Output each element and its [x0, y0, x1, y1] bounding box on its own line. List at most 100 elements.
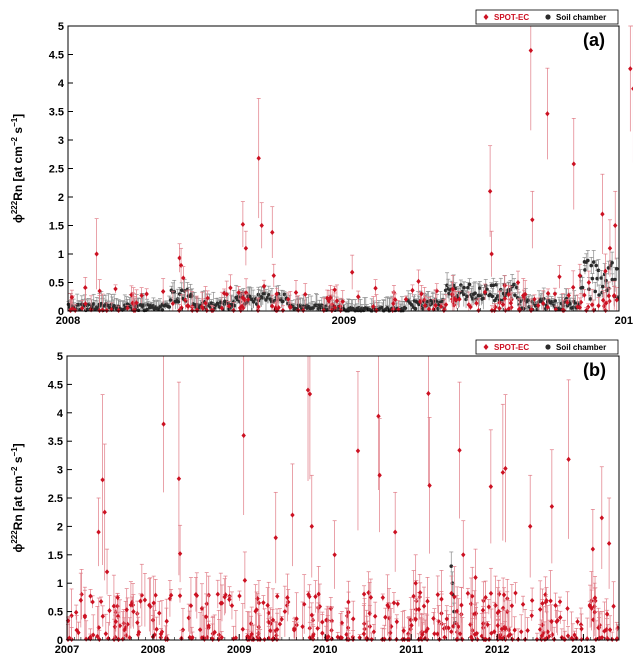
spot-ec-point [606, 540, 612, 547]
spot-ec-point [127, 635, 132, 641]
spot-ec-point [373, 285, 378, 291]
spot-ec-point [606, 293, 612, 299]
spot-ec-point [603, 268, 608, 274]
spot-ec-point [142, 597, 148, 603]
plot-frame [66, 355, 620, 641]
spot-ec-point [416, 636, 422, 643]
spot-ec-point [487, 188, 493, 194]
y-tick-label: 4 [57, 408, 64, 420]
spot-ec-point [628, 66, 633, 72]
spot-ec-point [73, 609, 79, 616]
spot-ec-point [500, 301, 506, 308]
spot-ec-point [460, 636, 465, 643]
spot-ec-point [495, 636, 500, 643]
spot-ec-point [401, 628, 406, 634]
spot-ec-point [256, 304, 261, 310]
spot-ec-point [135, 620, 140, 626]
spot-ec-point [486, 604, 492, 610]
spot-ec-point [239, 303, 245, 309]
spot-ec-point [575, 304, 580, 310]
spot-ec-point [240, 305, 246, 311]
spot-ec-point [566, 456, 571, 462]
spot-ec-point [111, 603, 117, 609]
soil-chamber-point [76, 302, 81, 307]
spot-ec-point [500, 605, 506, 611]
spot-ec-point [199, 605, 205, 611]
spot-ec-point [515, 636, 521, 643]
legend-spot-ec-label: SPOT-EC [494, 13, 529, 22]
spot-ec-point [197, 627, 203, 633]
y-tick-label: 0 [58, 306, 64, 318]
y-tick-label: 2.5 [49, 164, 64, 176]
spot-ec-point [332, 287, 337, 293]
spot-ec-point [400, 636, 405, 643]
spot-ec-point [454, 297, 459, 303]
soil-chamber-point [508, 287, 513, 292]
spot-ec-point [309, 612, 315, 618]
spot-ec-point [115, 603, 120, 609]
spot-ec-point [372, 613, 378, 619]
y-label-sup-m1: −1 [10, 447, 19, 457]
soil-chamber-point [485, 287, 489, 292]
spot-ec-point [129, 599, 135, 605]
spot-ec-point [76, 630, 81, 636]
x-tick-label: 2009 [332, 315, 356, 327]
spot-ec-point [104, 569, 110, 575]
spot-ec-point [565, 299, 570, 305]
spot-ec-point [229, 603, 235, 609]
spot-ec-point [385, 602, 390, 608]
spot-ec-point [215, 591, 220, 597]
spot-ec-point [351, 616, 356, 622]
spot-ec-point [293, 289, 299, 296]
spot-ec-point [332, 304, 337, 311]
spot-ec-point [243, 245, 249, 251]
spot-ec-point [461, 552, 466, 558]
spot-ec-point [212, 629, 217, 635]
soil-chamber-point [311, 306, 315, 310]
spot-ec-point [501, 592, 507, 598]
soil-chamber-point [91, 302, 96, 306]
spot-ec-point [610, 636, 615, 643]
spot-ec-point [525, 627, 530, 634]
spot-ec-point [532, 296, 537, 302]
spot-ec-point [612, 292, 617, 299]
spot-ec-point [577, 304, 582, 311]
soil-chamber-point [466, 285, 470, 290]
spot-ec-point [181, 275, 186, 281]
spot-ec-point [237, 593, 242, 599]
spot-ec-point [332, 552, 337, 558]
y-label-sup-m2: −2 [10, 136, 19, 146]
spot-ec-point [411, 593, 416, 599]
plot-frame [67, 25, 620, 312]
spot-ec-point [457, 447, 462, 453]
spot-ec-point [419, 291, 424, 297]
spot-ec-point [557, 274, 562, 280]
spot-ec-point [294, 616, 299, 622]
spot-ec-point [592, 595, 598, 601]
spot-ec-point [500, 469, 506, 476]
legend-spot-ec-marker [483, 14, 489, 20]
soil-chamber-point [465, 294, 469, 299]
spot-ec-point [452, 594, 457, 600]
spot-ec-point [502, 626, 508, 632]
spot-ec-point [528, 307, 534, 314]
spot-ec-point [565, 605, 570, 612]
spot-ec-point [177, 255, 182, 261]
spot-ec-point [65, 636, 71, 643]
spot-ec-point [152, 632, 157, 638]
spot-ec-point [240, 626, 246, 632]
spot-ec-point [367, 610, 372, 617]
spot-ec-point [256, 155, 261, 161]
spot-ec-point [274, 626, 280, 633]
spot-ec-point [474, 630, 479, 637]
spot-ec-point [306, 591, 311, 598]
spot-ec-point [394, 636, 399, 643]
legend: SPOT-EC Soil chamber [475, 339, 619, 355]
spot-ec-point [420, 632, 425, 638]
soil-chamber-point [179, 288, 184, 293]
spot-ec-point [427, 482, 432, 489]
spot-ec-point [569, 635, 574, 641]
y-tick-label: 5 [58, 21, 64, 33]
x-tick-label: 201 [615, 315, 633, 327]
spot-ec-point [388, 630, 393, 636]
